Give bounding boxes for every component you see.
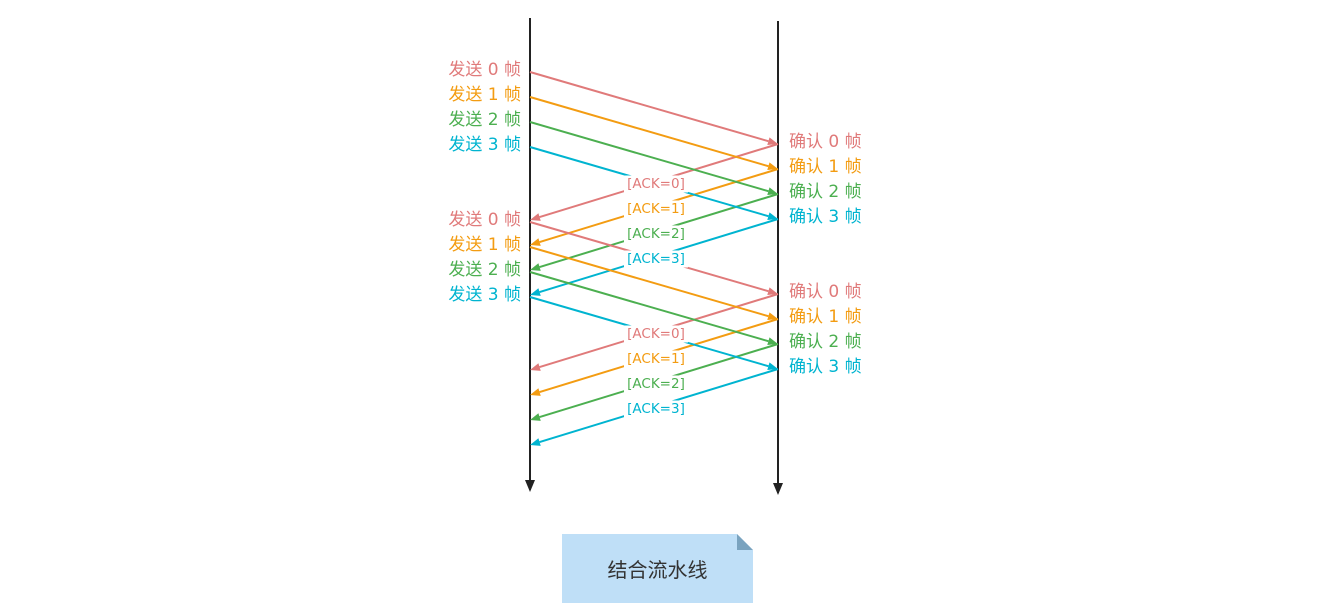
ack-label-round1-frame1-bg <box>624 200 688 218</box>
send-arrow-round1-frame0 <box>529 71 778 146</box>
send-label-round2-frame2: 发送 2 帧 <box>448 260 521 280</box>
send-arrow-round2-frame2 <box>529 271 778 346</box>
send-label-round1-frame2: 发送 2 帧 <box>448 110 521 130</box>
ack-label-round2-frame3-bg <box>624 400 688 418</box>
ack-label-round2-frame1-bg <box>624 350 688 368</box>
ack-label-round2-frame1: [ACK=1] <box>627 351 685 367</box>
confirm-label-round1-frame2: 确认 2 帧 <box>789 182 862 202</box>
ack-label-round1-frame0-bg <box>624 175 688 193</box>
confirm-label-round2-frame0: 确认 0 帧 <box>789 282 862 302</box>
send-label-round1-frame3: 发送 3 帧 <box>448 135 521 155</box>
sender-timeline-arrowhead <box>525 480 535 492</box>
ack-label-round2-frame2-bg <box>624 375 688 393</box>
caption-note <box>562 534 753 603</box>
send-label-round2-frame0: 发送 0 帧 <box>448 210 521 230</box>
ack-label-round2-frame0-bg <box>624 325 688 343</box>
ack-label-round1-frame3-bg <box>624 250 688 268</box>
send-arrow-round1-frame1 <box>529 96 778 171</box>
confirm-label-round1-frame0: 确认 0 帧 <box>789 132 862 152</box>
send-label-round1-frame1: 发送 1 帧 <box>448 85 521 105</box>
ack-label-round1-frame3: [ACK=3] <box>627 251 685 267</box>
confirm-label-round1-frame1: 确认 1 帧 <box>789 157 862 177</box>
ack-label-round2-frame2: [ACK=2] <box>627 376 685 392</box>
ack-label-round2-frame3: [ACK=3] <box>627 401 685 417</box>
send-label-round1-frame0: 发送 0 帧 <box>448 60 521 80</box>
send-label-round2-frame3: 发送 3 帧 <box>448 285 521 305</box>
send-arrow-round1-frame2 <box>529 121 778 196</box>
caption-text: 结合流水线 <box>607 558 708 582</box>
confirm-label-round1-frame3: 确认 3 帧 <box>789 207 862 227</box>
ack-label-round1-frame2-bg <box>624 225 688 243</box>
receiver-timeline-arrowhead <box>773 483 783 495</box>
ack-label-round2-frame0: [ACK=0] <box>627 326 685 342</box>
send-arrow-round2-frame1 <box>529 246 778 321</box>
confirm-label-round2-frame3: 确认 3 帧 <box>789 357 862 377</box>
confirm-label-round2-frame2: 确认 2 帧 <box>789 332 862 352</box>
ack-label-round1-frame2: [ACK=2] <box>627 226 685 242</box>
ack-label-round1-frame1: [ACK=1] <box>627 201 685 217</box>
labels-layer: 发送 0 帧确认 0 帧[ACK=0]发送 1 帧确认 1 帧[ACK=1]发送… <box>448 60 862 418</box>
ack-label-round1-frame0: [ACK=0] <box>627 176 685 192</box>
send-label-round2-frame1: 发送 1 帧 <box>448 235 521 255</box>
confirm-label-round2-frame1: 确认 1 帧 <box>789 307 862 327</box>
